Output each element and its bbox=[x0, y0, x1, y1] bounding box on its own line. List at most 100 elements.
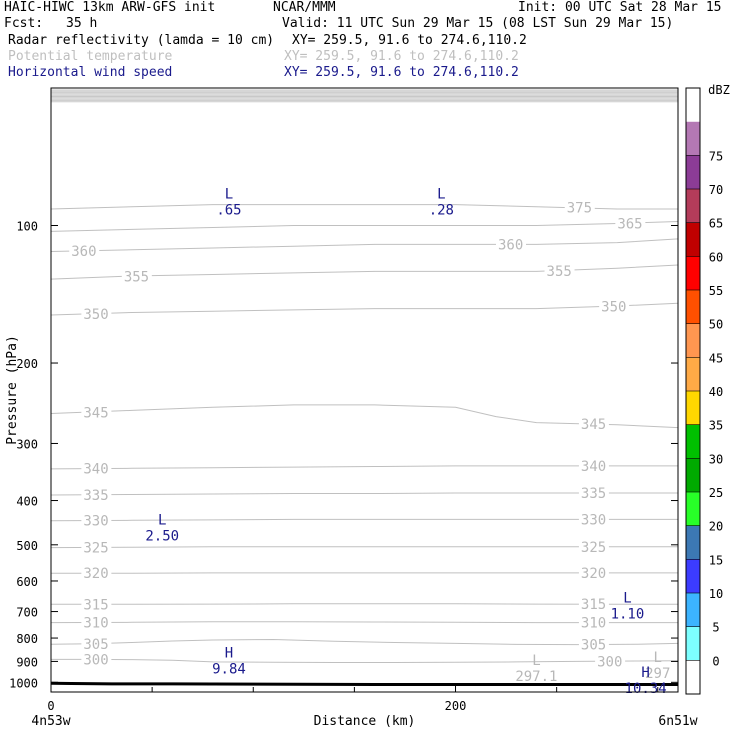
field-theta-xy: XY= 259.5, 91.6 to 274.6,110.2 bbox=[284, 49, 519, 64]
theta-contour-label: 305 bbox=[581, 638, 606, 654]
theta-contour-label: 315 bbox=[581, 597, 606, 613]
theta-contour-355 bbox=[50, 264, 679, 280]
theta-contour-label: 355 bbox=[124, 269, 149, 285]
colorbar-tick-label: 35 bbox=[709, 419, 723, 433]
theta-contour-label: 330 bbox=[581, 512, 606, 528]
wind-extremum-value: 2.50 bbox=[145, 528, 179, 544]
wind-extremum-value: 10.34 bbox=[625, 681, 667, 697]
contour-label-background bbox=[81, 404, 112, 420]
y-tick-label: 400 bbox=[16, 495, 38, 509]
colorbar-swatch bbox=[686, 458, 700, 492]
contour-label-background bbox=[578, 538, 609, 554]
contour-label-background bbox=[544, 262, 575, 278]
contour-label-background bbox=[599, 298, 630, 314]
theta-contour-label: 340 bbox=[581, 459, 606, 475]
colorbar-tick-label: 0 bbox=[712, 654, 719, 668]
colorbar-swatch bbox=[686, 626, 700, 661]
colorbar-swatch bbox=[686, 121, 700, 156]
contour-label-background bbox=[578, 564, 609, 580]
theta-contour-350 bbox=[50, 302, 679, 316]
colorbar-swatch bbox=[686, 357, 700, 391]
theta-contour-label: 365 bbox=[617, 217, 642, 233]
valid-time: Valid: 11 UTC Sun 29 Mar 15 (08 LST Sun … bbox=[282, 16, 674, 31]
contour-label-background bbox=[578, 614, 609, 630]
contour-label-background bbox=[81, 486, 112, 502]
y-axis-label: Pressure (hPa) bbox=[5, 335, 20, 445]
plot-frame bbox=[50, 87, 679, 693]
contour-label-background bbox=[69, 243, 100, 259]
colorbar-tick-label: 30 bbox=[709, 452, 723, 466]
theta-contour-label: 340 bbox=[83, 462, 108, 478]
theta-extremum-marker: L bbox=[532, 653, 540, 669]
contour-label-background bbox=[81, 635, 112, 651]
y-tick-label: 600 bbox=[16, 575, 38, 589]
theta-contour-label: 360 bbox=[498, 237, 523, 253]
wind-extremum-marker: L bbox=[158, 512, 166, 528]
colorbar-swatch bbox=[686, 290, 700, 324]
theta-contour-label: 310 bbox=[581, 616, 606, 632]
colorbar-swatch bbox=[686, 323, 700, 358]
colorbar-swatch bbox=[686, 189, 700, 223]
field-theta-name: Potential temperature bbox=[8, 49, 173, 64]
colorbar-swatch bbox=[686, 525, 700, 560]
theta-contour-label: 305 bbox=[83, 637, 108, 653]
colorbar-unit: dBZ bbox=[708, 83, 730, 97]
theta-contour-label: 325 bbox=[83, 540, 108, 556]
colorbar-swatch bbox=[686, 593, 700, 627]
y-tick-label: 800 bbox=[16, 632, 38, 646]
theta-extremum-value: 297 bbox=[645, 666, 670, 682]
theta-contour-360 bbox=[50, 238, 679, 252]
colorbar-tick-label: 20 bbox=[709, 520, 723, 534]
init-time: Init: 00 UTC Sat 28 Mar 15 bbox=[518, 0, 722, 15]
colorbar-tick-label: 70 bbox=[709, 183, 723, 197]
contour-label-background bbox=[564, 199, 595, 215]
x-start-label: 4n53w bbox=[31, 714, 70, 729]
model-title: HAIC-HIWC 13km ARW-GFS init bbox=[4, 0, 216, 15]
y-tick-label: 200 bbox=[16, 357, 38, 371]
theta-contour-label: 350 bbox=[83, 307, 108, 323]
contour-label-background bbox=[495, 236, 526, 252]
contour-label-background bbox=[578, 636, 609, 652]
wind-extremum-value: .65 bbox=[216, 203, 241, 219]
theta-contour-label: 320 bbox=[581, 566, 606, 582]
theta-contour-label: 325 bbox=[581, 540, 606, 556]
colorbar-tick-label: 50 bbox=[709, 318, 723, 332]
contour-label-background bbox=[578, 511, 609, 527]
theta-contour-label: 300 bbox=[597, 654, 622, 670]
theta-contour-label: 335 bbox=[581, 486, 606, 502]
y-tick-label: 100 bbox=[16, 220, 38, 234]
contour-label-background bbox=[578, 415, 609, 431]
y-tick-label: 700 bbox=[16, 606, 38, 620]
contour-label-background bbox=[81, 596, 112, 612]
x-end-label: 6n51w bbox=[658, 714, 697, 729]
wind-extremum-marker: H bbox=[225, 646, 233, 662]
forecast-label: Fcst: bbox=[4, 16, 44, 31]
wind-extremum-value: 9.84 bbox=[212, 662, 246, 678]
colorbar-swatch bbox=[686, 88, 700, 122]
contour-label-background bbox=[81, 539, 112, 555]
contour-label-background bbox=[81, 614, 112, 630]
colorbar-swatch bbox=[686, 222, 700, 257]
colorbar-tick-label: 10 bbox=[709, 587, 723, 601]
contour-label-background bbox=[615, 215, 646, 231]
colorbar-tick-label: 55 bbox=[709, 284, 723, 298]
colorbar-tick-label: 5 bbox=[712, 621, 719, 635]
theta-contour-345 bbox=[50, 404, 679, 429]
theta-extremum-marker: L bbox=[654, 650, 662, 666]
contour-label-background bbox=[81, 460, 112, 476]
theta-contour-label: 320 bbox=[83, 566, 108, 582]
theta-contour-label: 350 bbox=[601, 299, 626, 315]
org-label: NCAR/MMM bbox=[273, 0, 336, 15]
theta-contour-label: 345 bbox=[581, 417, 606, 433]
theta-contour-label: 345 bbox=[83, 405, 108, 421]
colorbar-swatch bbox=[686, 424, 700, 459]
y-tick-label: 1000 bbox=[9, 676, 38, 690]
colorbar-tick-label: 25 bbox=[709, 486, 723, 500]
theta-extremum-value: 297.1 bbox=[515, 669, 557, 685]
theta-contour-label: 330 bbox=[83, 514, 108, 530]
contour-label-background bbox=[578, 596, 609, 612]
field-wind-name: Horizontal wind speed bbox=[8, 65, 173, 80]
field-reflectivity-name: Radar reflectivity (lamda = 10 cm) bbox=[8, 33, 275, 48]
wind-extremum-marker: L bbox=[225, 187, 233, 203]
colorbar-tick-label: 65 bbox=[709, 217, 723, 231]
